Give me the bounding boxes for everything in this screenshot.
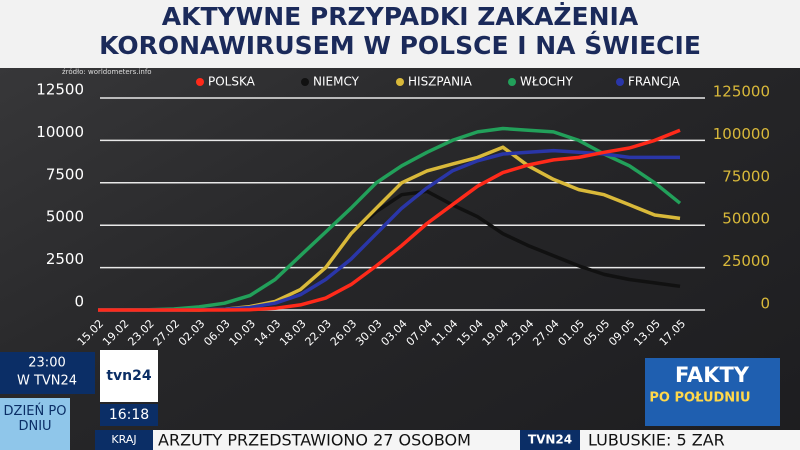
legend-label: NIEMCY bbox=[313, 75, 360, 89]
legend-swatch bbox=[301, 78, 309, 86]
y-tick-label: 0 bbox=[74, 293, 84, 311]
legend-swatch bbox=[396, 78, 404, 86]
clock-box bbox=[100, 404, 158, 426]
ticker-bar bbox=[95, 430, 800, 450]
y-tick-label: 5000 bbox=[46, 208, 84, 226]
title-band bbox=[0, 0, 800, 68]
program-name-box bbox=[0, 398, 70, 450]
series-line bbox=[98, 126, 682, 312]
ticker-channel: TVN24 bbox=[528, 433, 572, 447]
logo-box bbox=[100, 350, 158, 402]
ticker-tag: KRAJ bbox=[111, 433, 136, 446]
ticker-text: ARZUTY PRZEDSTAWIONO 27 OSOBOM bbox=[158, 431, 471, 450]
show-title: FAKTY bbox=[675, 363, 750, 387]
y-tick-label: 12500 bbox=[36, 81, 84, 99]
show-box bbox=[645, 358, 780, 426]
program-time: 23:00 bbox=[28, 356, 65, 371]
y2-tick-label: 50000 bbox=[722, 210, 770, 228]
legend-swatch bbox=[508, 78, 516, 86]
legend-label: HISZPANIA bbox=[408, 75, 473, 89]
source: źródło: worldometers.info bbox=[62, 68, 152, 76]
program-name-wrap: DZIEŃ PO DNIU bbox=[3, 404, 67, 434]
ticker-channel-box bbox=[520, 430, 580, 450]
legend-label: WŁOCHY bbox=[520, 75, 573, 89]
legend-label: FRANCJA bbox=[628, 75, 681, 89]
ticker-next: LUBUSKIE: 5 ZAR bbox=[588, 431, 725, 450]
show-subtitle: PO POŁUDNIU bbox=[649, 391, 750, 406]
chart-title: KORONAWIRUSEM W POLSCE I NA ŚWIECIE bbox=[99, 30, 701, 60]
program-channel: W TVN24 bbox=[17, 374, 77, 389]
chart-title: AKTYWNE PRZYPADKI ZAKAŻENIA bbox=[162, 2, 639, 31]
y-tick-label: 7500 bbox=[46, 165, 84, 183]
logo: tvn24 bbox=[106, 368, 152, 384]
y-tick-label: 10000 bbox=[36, 123, 84, 141]
legend-swatch bbox=[616, 78, 624, 86]
tv-overlay: 23:00 W TVN24 DZIEŃ PO DNIU tvn24 16:18 … bbox=[0, 350, 800, 450]
y2-tick-label: 75000 bbox=[722, 167, 770, 185]
y2-tick-label: 25000 bbox=[722, 252, 770, 270]
y2-tick-label: 0 bbox=[760, 295, 770, 313]
y-tick-label: 2500 bbox=[46, 250, 84, 268]
program-name: DZIEŃ PO DNIU bbox=[3, 404, 67, 434]
clock: 16:18 bbox=[109, 407, 149, 423]
legend-label: POLSKA bbox=[208, 75, 256, 89]
series-line bbox=[98, 128, 681, 312]
y2-tick-label: 125000 bbox=[713, 83, 770, 101]
program-box bbox=[0, 352, 95, 394]
ticker-tag-box bbox=[95, 430, 153, 450]
legend-swatch bbox=[196, 78, 204, 86]
y2-tick-label: 100000 bbox=[713, 125, 770, 143]
